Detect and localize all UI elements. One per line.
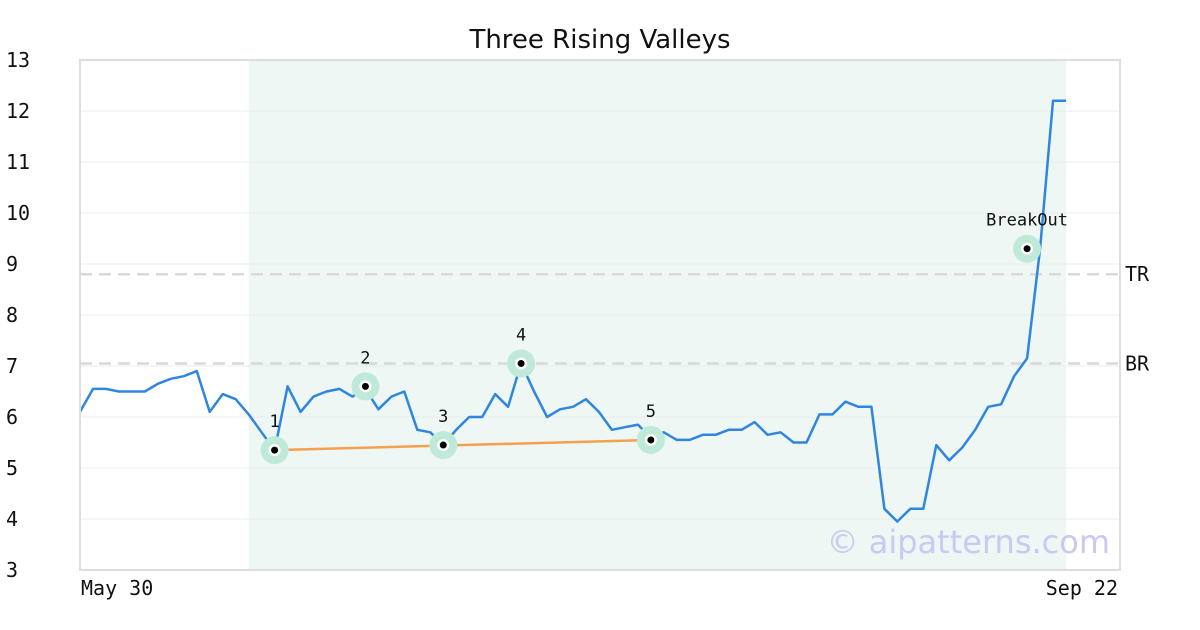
pattern-point-label: BreakOut — [986, 211, 1068, 231]
reference-line-label: TR — [1125, 262, 1150, 286]
plot-border — [79, 59, 1121, 571]
y-tick-label: 6 — [6, 405, 18, 429]
reference-lines: TR BR — [80, 262, 1150, 375]
y-tick-label: 12 — [6, 99, 30, 123]
pattern-point-label: 3 — [438, 407, 448, 427]
pattern-point — [517, 359, 525, 367]
grid — [80, 110, 1120, 520]
reference-line-label: BR — [1125, 351, 1150, 375]
pattern-points: 1 2 3 4 5 BreakOut — [260, 211, 1068, 465]
support-line — [274, 438, 651, 452]
y-tick-label: 5 — [6, 456, 18, 480]
y-tick-label: 8 — [6, 303, 18, 327]
pattern-point-label: 4 — [516, 325, 526, 345]
pattern-point — [271, 446, 279, 454]
pattern-point — [439, 441, 447, 449]
y-tick-label: 11 — [6, 150, 30, 174]
pattern-point — [1023, 245, 1031, 253]
y-tick-label: 3 — [6, 558, 18, 582]
pattern-point-label: 2 — [360, 348, 370, 368]
x-tick-start: May 30 — [81, 576, 153, 600]
chart-title: Three Rising Valleys — [468, 25, 730, 55]
y-tick-label: 13 — [6, 48, 30, 72]
pattern-point-label: 1 — [269, 412, 279, 432]
watermark: © aipatterns.com — [827, 523, 1110, 561]
pattern-point — [361, 382, 369, 390]
y-tick-label: 4 — [6, 507, 18, 531]
pattern-point — [647, 436, 655, 444]
x-tick-end: Sep 22 — [1046, 576, 1118, 600]
price-line — [78, 99, 1066, 523]
y-tick-label: 7 — [6, 354, 18, 378]
y-tick-label: 10 — [6, 201, 30, 225]
pattern-point-label: 5 — [646, 402, 656, 422]
y-tick-label: 9 — [6, 252, 18, 276]
y-axis: 3 4 5 6 7 8 9 10 11 12 13 — [6, 48, 30, 582]
